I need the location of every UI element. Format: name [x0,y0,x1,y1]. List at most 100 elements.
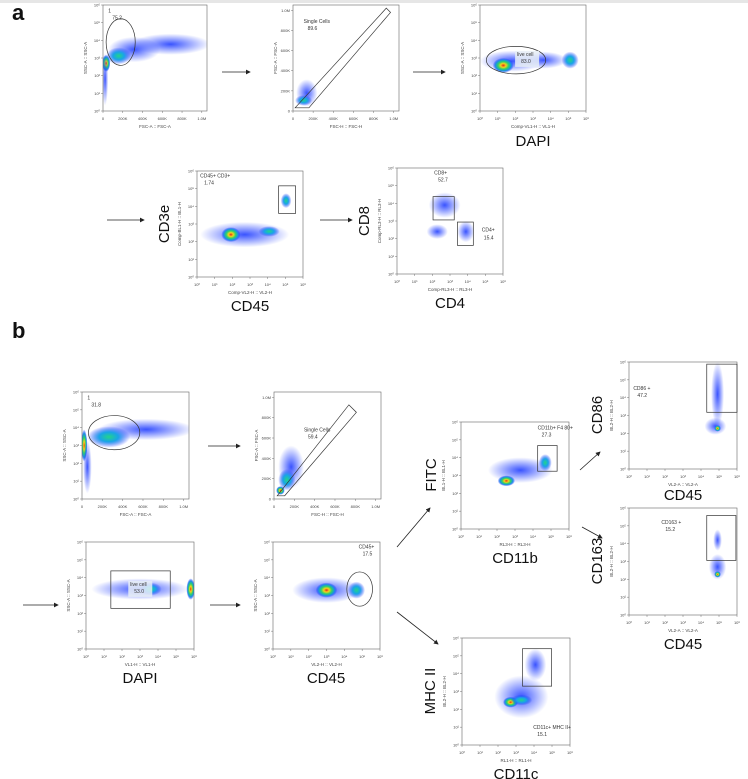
gate-shape[interactable] [294,7,391,109]
gate-shape[interactable] [486,45,547,75]
population-blob [83,440,92,494]
population-blob [714,571,721,578]
x-tick-label: 10⁵ [549,750,555,755]
gate-shape[interactable] [110,570,171,609]
y-tick-label: 10³ [73,443,79,448]
x-tick-label: 10⁵ [359,654,365,659]
x-tick-label: 800K [369,116,379,121]
gate-shape[interactable] [457,221,474,246]
x-tick-label: 10⁶ [734,474,740,479]
x-tick-label: 10⁶ [734,620,740,625]
y-axis-label: FSC-A :: FSC-A [254,430,259,462]
x-tick-label: 10³ [680,620,686,625]
gate-shape[interactable] [537,445,558,472]
y-tick-label: 10³ [188,222,194,227]
x-tick-label: 10⁶ [583,116,589,121]
y-tick-label: 10⁰ [264,647,270,652]
y-tick-label: 10¹ [453,725,459,730]
y-tick-label: 10⁰ [471,109,477,114]
population-blob [510,694,533,706]
y-tick-label: 400K [262,456,272,461]
gate-shape[interactable] [706,363,738,413]
x-tick-label: 1.0M [197,116,206,121]
gate-percentage: 1.74 [204,180,214,186]
y-tick-label: 10⁰ [188,275,194,280]
gate-shape[interactable] [105,18,136,66]
plot-density [276,445,304,495]
y-tick-label: 10⁰ [620,467,626,472]
population-blob [492,58,514,73]
y-tick-label: 10² [188,239,194,244]
arrows [23,69,603,645]
x-tick-label: 10⁴ [548,116,554,121]
arrow-b4-b5 [396,507,431,548]
marker-label-y: CD163 [589,538,606,585]
population-blob [87,426,131,448]
x-tick-label: 10³ [512,534,518,539]
y-tick-label: 10² [77,611,83,616]
population-blob [315,582,338,598]
y-axis-label: BL2-H :: BL2-H [609,400,614,431]
x-tick-label: 600K [330,504,340,509]
x-tick-label: 10⁵ [565,116,571,121]
x-tick-label: 10⁰ [394,279,400,284]
y-tick-label: 10³ [94,56,100,61]
y-tick-label: 600K [281,48,291,53]
gate-name: CD8+ [434,170,447,176]
y-tick-label: 0 [269,497,272,502]
x-tick-label: 10⁰ [194,282,200,287]
y-tick-label: 10¹ [94,91,100,96]
y-tick-label: 10¹ [264,629,270,634]
plot-a4: 10⁰ 10¹ 10² 10³ 10⁴ 10⁵ 10⁶ 10⁰ 10¹ 10² 10³ 10⁴ 10⁵ 1… [156,169,306,316]
y-tick-label: 10⁶ [264,540,270,545]
y-tick-label: 10⁵ [73,407,79,412]
x-tick-label: 10⁵ [482,279,488,284]
x-tick-label: 0 [273,504,276,509]
gate-shape[interactable] [88,415,141,451]
x-tick-label: 400K [310,504,320,509]
gate-shape[interactable] [346,571,373,607]
gate-shape[interactable] [706,515,737,561]
y-tick-label: 10⁴ [471,38,477,43]
plot-b1: 0 200K 400K 600K 800K 1.0M 10⁰ 10¹ 10² 10³ 10⁴ 10⁵ 1… [62,390,190,517]
population-blob [497,475,515,487]
y-tick-label: 1.0M [281,8,290,13]
x-tick-label: 10³ [447,279,453,284]
gate-shape[interactable] [522,648,552,687]
x-axis-label: VL1-H :: VL1-H [125,662,156,667]
x-axis-label: VL2-A :: VL2-A [668,482,698,487]
y-tick-label: 10³ [620,413,626,418]
y-tick-label: 10⁴ [620,395,626,400]
marker-label-y: CD3e [156,205,173,243]
gate-shape[interactable] [278,185,296,214]
plot-density [708,529,727,580]
y-tick-label: 10⁴ [452,455,458,460]
x-tick-label: 200K [308,116,318,121]
x-tick-label: 10⁵ [282,282,288,287]
x-tick-label: 10³ [680,474,686,479]
y-tick-label: 10⁵ [620,523,626,528]
y-tick-label: 10³ [452,473,458,478]
y-tick-label: 10² [264,611,270,616]
y-tick-label: 10² [73,461,79,466]
population-blob [258,226,280,237]
gate-shape[interactable] [276,404,357,497]
x-tick-label: 0 [102,116,105,121]
gate-name: Single Cells [304,19,331,25]
x-axis-label: FSC-A :: FSC-A [120,512,152,517]
y-tick-label: 1.0M [262,395,271,400]
y-tick-label: 10⁵ [452,437,458,442]
y-tick-label: 10⁴ [77,575,83,580]
x-tick-label: 10⁰ [626,474,632,479]
population-blob [711,362,725,427]
x-tick-label: 10³ [137,654,143,659]
gate-name: CD11b+ F4 80+ [538,425,573,431]
plot-b8: 10⁰ 10¹ 10² 10³ 10⁴ 10⁵ 10⁶ 10⁰ 10¹ 10² 10³ 10⁴ 10⁵ 1… [422,636,573,779]
x-tick-label: 10² [306,654,312,659]
population-blob [295,95,313,106]
arrow-b5-b6 [579,451,601,471]
y-tick-label: 10⁰ [77,647,83,652]
x-tick-label: 1.0M [371,504,380,509]
gate-shape[interactable] [432,196,455,221]
x-tick-label: 10² [429,279,435,284]
